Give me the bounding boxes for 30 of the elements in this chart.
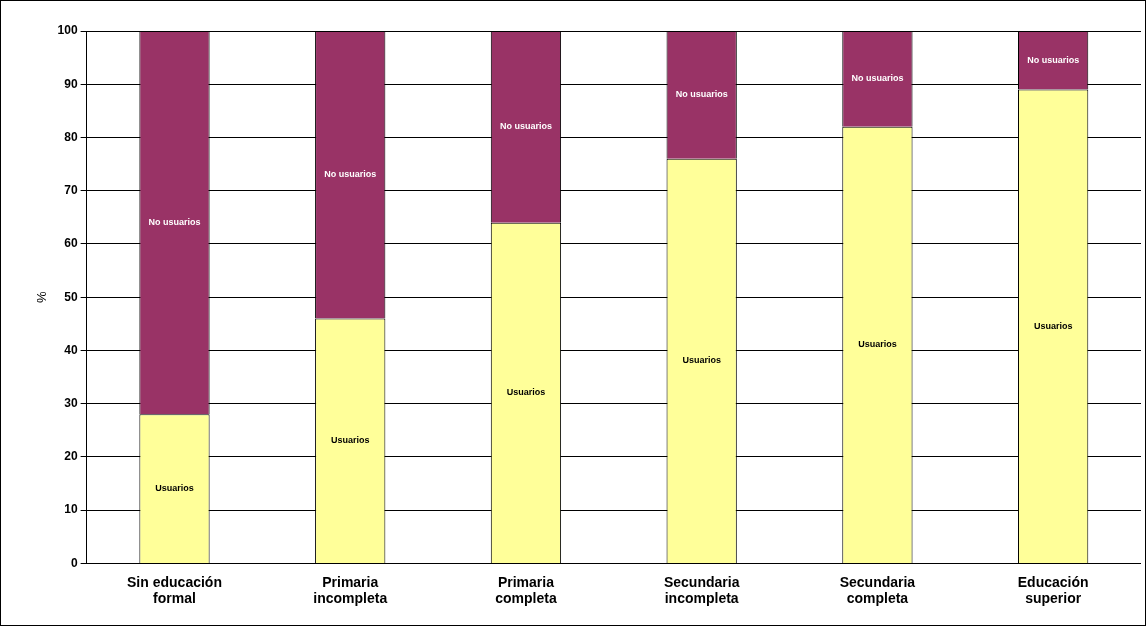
x-tick-label: Sin educación formal xyxy=(127,573,222,607)
y-tick-label: 0 xyxy=(70,555,78,570)
text: No usuarios xyxy=(851,73,904,84)
text: No usuarios xyxy=(148,217,201,228)
y-axis-title: % xyxy=(34,290,50,303)
series-label: Usuarios xyxy=(1033,320,1073,331)
text: Usuarios xyxy=(858,339,897,350)
x-tick-label: Secundaria completa xyxy=(839,573,916,607)
y-tick-label: 100 xyxy=(57,23,78,38)
x-tick-label: Educación superior xyxy=(1017,573,1089,607)
text: Usuarios xyxy=(506,387,546,398)
text: No usuarios xyxy=(499,121,552,132)
y-tick-label: 40 xyxy=(64,342,78,357)
text: Usuarios xyxy=(682,355,721,366)
x-tick-label: Primaria incompleta xyxy=(313,573,388,607)
y-tick-label: 50 xyxy=(64,289,78,304)
text: Usuarios xyxy=(155,483,194,494)
x-tick-label: Secundaria incompleta xyxy=(663,573,740,607)
text: No usuarios xyxy=(675,89,728,100)
y-tick-label: 20 xyxy=(64,449,78,464)
x-tick-label: Primaria completa xyxy=(495,573,557,607)
y-tick-label: 60 xyxy=(64,236,78,251)
y-tick-label: 30 xyxy=(64,395,78,410)
y-tick-label: 80 xyxy=(64,129,78,144)
y-tick-label: 70 xyxy=(64,183,78,198)
y-tick-label: 90 xyxy=(64,76,78,91)
text: Usuarios xyxy=(330,435,370,446)
text: No usuarios xyxy=(324,169,377,180)
y-tick-label: 10 xyxy=(64,502,78,517)
series-label: No usuarios xyxy=(1027,54,1080,65)
